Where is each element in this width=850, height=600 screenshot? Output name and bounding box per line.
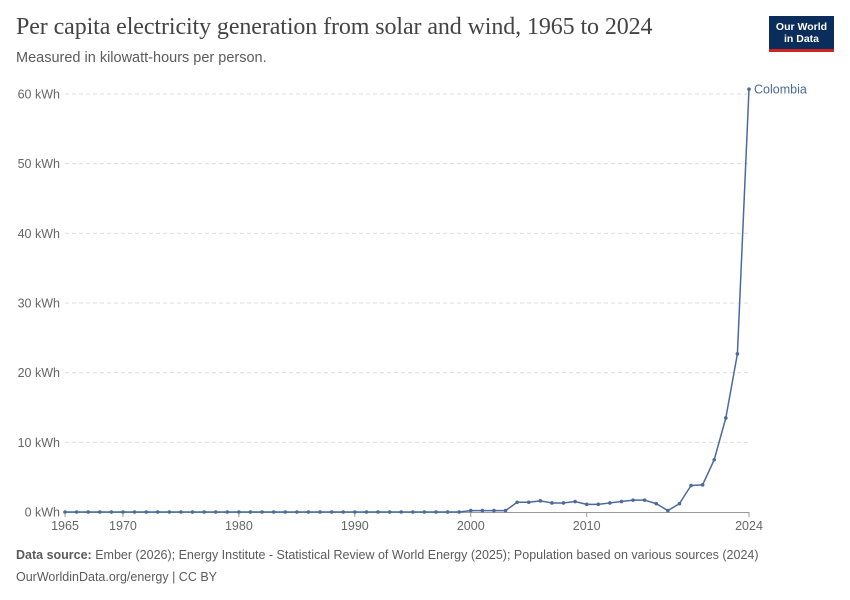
data-point [619,499,624,504]
data-point [654,501,659,506]
data-point [689,483,693,488]
data-point [526,500,531,505]
data-point [97,510,102,514]
data-point [387,510,392,514]
data-source-text: Ember (2026); Energy Institute - Statist… [95,548,759,562]
data-point [457,510,461,514]
data-point [515,500,519,505]
x-tick-label: 2024 [735,519,763,533]
data-point [445,510,450,514]
y-tick-label: 60 kWh [18,88,60,102]
credit-link[interactable]: OurWorldinData.org/energy | CC BY [16,570,218,584]
x-tick-label: 1965 [51,519,79,533]
data-point [596,502,601,507]
data-point [434,510,438,514]
chart-subtitle: Measured in kilowatt-hours per person. [16,50,267,66]
series-line-colombia [65,89,750,513]
data-point [121,510,125,514]
data-point [63,510,67,514]
data-point [712,457,717,462]
data-point [631,498,635,502]
data-point [503,508,508,513]
data-point [747,87,751,91]
data-point [109,510,114,514]
data-point [724,416,728,420]
data-point [700,483,705,487]
x-tick-label: 1970 [109,519,137,533]
data-point [735,352,740,356]
owid-logo[interactable]: Our World in Data [769,16,834,52]
chart-title: Per capita electricity generation from s… [16,14,653,40]
data-point [341,510,346,514]
data-point [225,510,230,514]
data-point [190,510,195,514]
data-point [329,510,334,514]
y-tick-label: 30 kWh [18,297,60,311]
data-point [376,510,380,514]
data-point [561,501,566,505]
data-point [550,501,554,505]
data-point [677,501,682,506]
data-point [642,498,647,502]
logo-line-2: in Data [783,33,819,45]
data-point [271,510,276,514]
data-point [306,510,311,514]
y-tick-label: 10 kWh [18,436,60,450]
y-tick-label: 40 kWh [18,227,60,241]
data-point [283,510,288,514]
data-point [248,510,253,514]
data-point [410,510,415,514]
data-point [422,510,427,514]
data-point [179,510,183,514]
data-point [260,510,264,514]
data-point [237,510,241,514]
data-point [584,502,589,507]
data-point [213,510,218,514]
data-point [155,510,160,514]
data-point [167,510,172,514]
data-point [353,510,357,514]
y-tick-label: 20 kWh [18,366,60,380]
data-point [468,508,473,513]
x-tick-label: 1980 [225,519,253,533]
y-tick-label: 0 kWh [25,506,60,520]
data-source-label: Data source: [16,548,92,562]
data-point [86,510,90,514]
data-point [132,510,137,514]
data-point [202,510,206,514]
series-label: Colombia [754,83,807,97]
x-tick-label: 1990 [341,519,369,533]
data-point [318,510,322,514]
data-point [364,510,369,514]
data-point [492,508,496,513]
data-point [144,510,148,514]
data-point [666,508,670,513]
y-tick-label: 50 kWh [18,157,60,171]
data-point [480,508,485,513]
data-point [74,510,79,514]
x-tick-label: 2010 [573,519,601,533]
data-point [573,499,577,504]
data-source: Data source: Ember (2026); Energy Instit… [16,548,759,562]
data-point [399,510,404,514]
data-point [295,510,299,514]
data-point [538,499,543,503]
logo-line-1: Our World [775,21,828,33]
data-point [608,501,612,505]
x-tick-label: 2000 [457,519,485,533]
